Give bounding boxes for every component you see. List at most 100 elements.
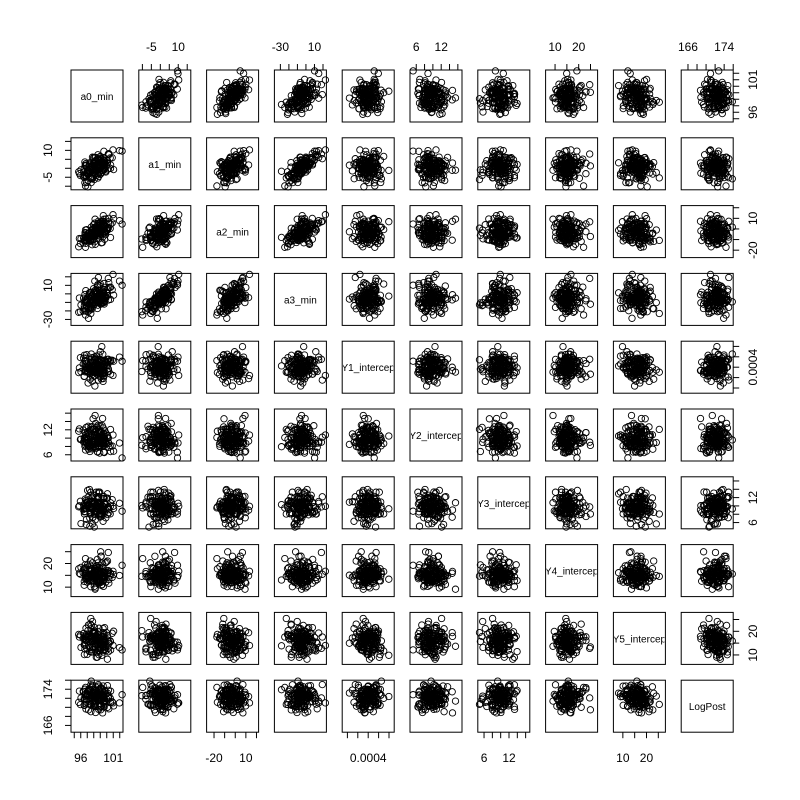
data-point	[235, 95, 244, 104]
data-point	[287, 99, 295, 107]
panel-0-8	[612, 67, 666, 123]
data-point	[643, 183, 651, 191]
diagonal-label: a1_min	[148, 160, 181, 171]
data-point	[579, 182, 588, 190]
panel-grid: a0_mina1_mina2_mina3_minY1_intercepY2_in…	[70, 67, 736, 733]
panel-1-9	[680, 137, 736, 191]
data-point	[213, 182, 221, 190]
data-point	[94, 273, 103, 282]
data-point	[160, 89, 169, 97]
data-point	[317, 81, 326, 89]
data-point	[422, 183, 430, 191]
data-point	[155, 92, 163, 101]
data-point	[305, 103, 313, 111]
panel-2-6	[475, 205, 531, 259]
data-point	[296, 86, 305, 94]
data-point	[241, 85, 249, 93]
data-point	[448, 86, 457, 95]
panel-frame	[70, 69, 124, 123]
data-point	[318, 155, 326, 163]
panel-0-5	[409, 67, 463, 123]
data-point	[614, 81, 623, 90]
data-point	[277, 233, 286, 242]
data-point	[313, 80, 321, 88]
data-point	[219, 99, 227, 107]
panel-1-3	[273, 137, 330, 191]
data-point	[491, 67, 500, 75]
panel-0-7	[545, 67, 599, 123]
data-point	[655, 174, 663, 182]
panel-1-4	[341, 137, 395, 191]
panel-0-0: a0_min	[70, 69, 124, 123]
panel-1-1: a1_min	[138, 137, 192, 191]
data-point	[321, 211, 330, 219]
data-point	[159, 211, 168, 220]
data-point	[481, 221, 489, 229]
panel-3-5	[409, 270, 463, 326]
data-point	[318, 90, 326, 99]
data-point	[348, 101, 357, 109]
diagonal-label: a2_min	[216, 228, 249, 239]
data-point	[420, 314, 428, 322]
data-point	[174, 69, 182, 78]
diagonal-label: a3_min	[284, 295, 317, 306]
data-point	[245, 76, 254, 84]
panel-3-1	[138, 270, 192, 326]
panel-0-1	[138, 67, 192, 123]
data-point	[315, 69, 323, 78]
panel-1-6	[475, 137, 531, 191]
data-point	[582, 170, 590, 178]
panel-2-8	[612, 205, 666, 259]
data-point	[586, 150, 594, 158]
data-point	[287, 158, 295, 167]
data-point	[365, 314, 374, 322]
data-point	[245, 270, 254, 279]
data-point	[166, 273, 174, 282]
data-point	[706, 69, 715, 78]
data-point	[308, 78, 317, 87]
data-point	[385, 218, 393, 226]
panel-0-2	[206, 67, 260, 123]
data-point	[614, 159, 623, 167]
diagonal-label: a0_min	[81, 92, 114, 103]
data-point	[300, 81, 308, 90]
data-point	[307, 95, 315, 104]
panel-2-7	[545, 205, 599, 259]
data-point	[155, 108, 163, 116]
panel-1-7	[545, 137, 599, 191]
data-point	[448, 236, 456, 244]
data-point	[290, 105, 298, 113]
data-point	[173, 85, 181, 93]
data-point	[164, 81, 172, 90]
data-point	[226, 96, 234, 105]
panel-0-4	[341, 67, 395, 123]
data-point	[385, 166, 393, 175]
data-point	[277, 100, 286, 109]
data-point	[146, 91, 155, 99]
data-point	[722, 243, 730, 251]
panel-frame	[273, 69, 327, 123]
data-point	[293, 104, 301, 112]
data-point	[225, 83, 234, 92]
data-point	[219, 104, 227, 113]
data-point	[579, 243, 588, 251]
data-point	[321, 76, 330, 84]
panel-2-9	[680, 205, 736, 259]
panel-frame	[341, 69, 395, 123]
data-point	[642, 75, 651, 84]
panel-frame	[206, 69, 260, 123]
data-point	[301, 104, 309, 112]
panel-1-0	[70, 137, 126, 191]
data-point	[159, 102, 168, 111]
data-point	[448, 159, 457, 167]
data-point	[441, 282, 449, 290]
data-point	[152, 105, 161, 114]
panel-0-6	[475, 67, 531, 123]
data-point	[310, 89, 318, 97]
data-point	[380, 280, 388, 288]
data-point	[223, 314, 231, 322]
data-point	[563, 69, 571, 78]
data-point	[175, 270, 183, 279]
data-point	[217, 88, 226, 96]
